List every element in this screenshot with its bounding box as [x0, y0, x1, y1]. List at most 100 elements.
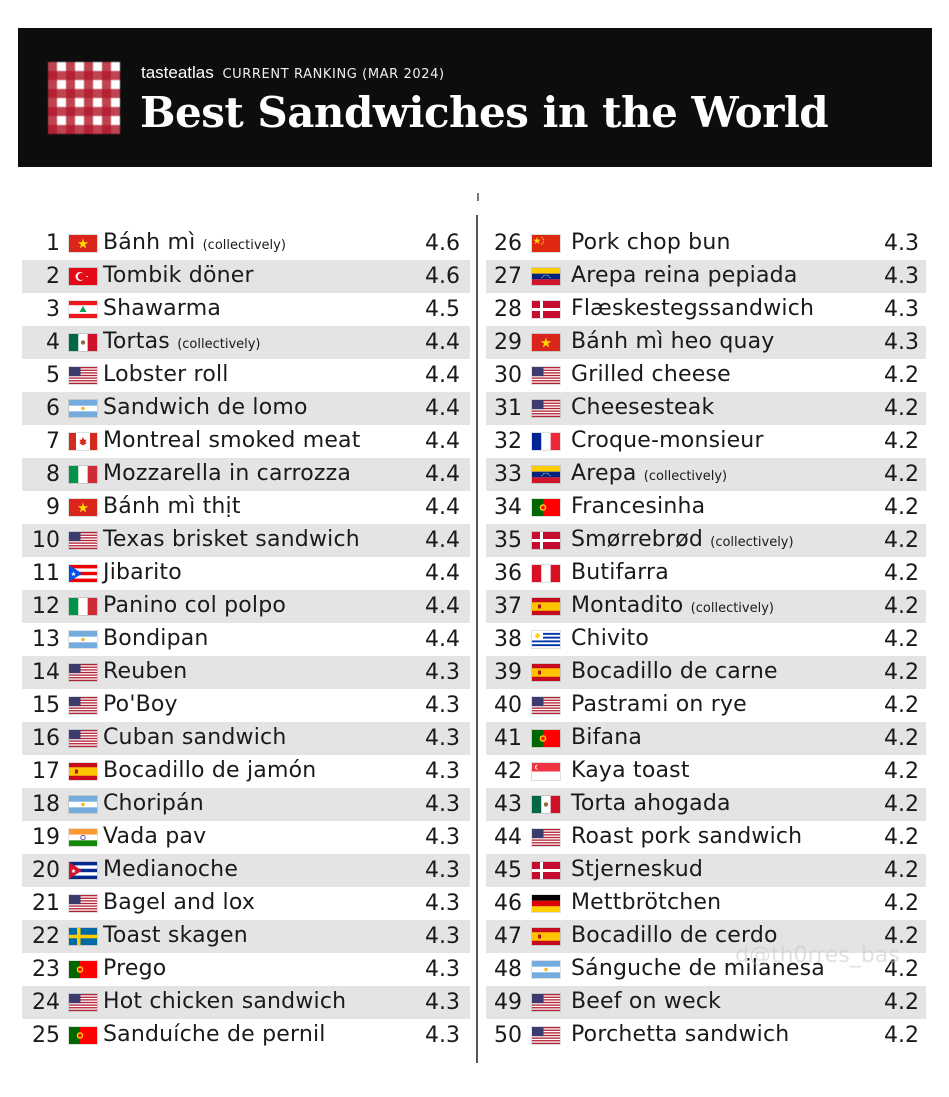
flag-us-icon [69, 895, 97, 912]
flag-se-icon [69, 928, 97, 945]
rating-score: 4.2 [884, 858, 919, 883]
ranking-row: 45 Stjerneskud 4.2 [486, 854, 926, 887]
sandwich-name: Roast pork sandwich [571, 824, 802, 849]
sandwich-name: Bondipan [103, 626, 209, 651]
ranking-row: 19 Vada pav 4.3 [22, 821, 470, 854]
sandwich-name: Tortas (collectively) [103, 329, 261, 354]
sandwich-name-text: Arepa reina pepiada [571, 263, 798, 288]
rank-number: 25 [32, 1023, 60, 1048]
sandwich-name: Texas brisket sandwich [103, 527, 360, 552]
sandwich-name-text: Stjerneskud [571, 857, 704, 882]
sandwich-name-text: Croque-monsieur [571, 428, 764, 453]
ranking-row: 31 Cheesesteak 4.2 [486, 392, 926, 425]
flag-it-icon [69, 466, 97, 483]
ranking-row: 44 Roast pork sandwich 4.2 [486, 821, 926, 854]
rank-number: 26 [494, 231, 522, 256]
flag-pt-icon [532, 730, 560, 747]
brand-name: tasteatlas [141, 63, 214, 82]
rank-number: 47 [494, 924, 522, 949]
sandwich-name: Arepa (collectively) [571, 461, 727, 486]
flag-de-icon [532, 895, 560, 912]
rating-score: 4.3 [884, 330, 919, 355]
flag-us-icon [69, 697, 97, 714]
sandwich-name: Choripán [103, 791, 204, 816]
sandwich-name: Bocadillo de jamón [103, 758, 316, 783]
sandwich-name-text: Bagel and lox [103, 890, 256, 915]
sandwich-name-text: Jibarito [103, 560, 182, 585]
rank-number: 3 [46, 297, 60, 322]
ranking-row: 26 Pork chop bun 4.3 [486, 227, 926, 260]
flag-us-icon [69, 994, 97, 1011]
rank-number: 11 [32, 561, 60, 586]
ranking-row: 23 Prego 4.3 [22, 953, 470, 986]
flag-es-icon [69, 763, 97, 780]
ranking-row: 34 Francesinha 4.2 [486, 491, 926, 524]
sandwich-name: Bánh mì heo quay [571, 329, 775, 354]
flag-it-icon [69, 598, 97, 615]
flag-fr-icon [532, 433, 560, 450]
sandwich-name: Prego [103, 956, 166, 981]
rank-number: 38 [494, 627, 522, 652]
rating-score: 4.2 [884, 363, 919, 388]
rating-score: 4.2 [884, 693, 919, 718]
rating-score: 4.2 [884, 924, 919, 949]
flag-mx-icon [69, 334, 97, 351]
rating-score: 4.3 [425, 957, 460, 982]
rank-number: 39 [494, 660, 522, 685]
sandwich-name: Porchetta sandwich [571, 1022, 789, 1047]
rank-number: 23 [32, 957, 60, 982]
sandwich-name: Stjerneskud [571, 857, 703, 882]
flag-pe-icon [532, 565, 560, 582]
rating-score: 4.2 [884, 792, 919, 817]
ranking-row: 13 Bondipan 4.4 [22, 623, 470, 656]
sandwich-name-text: Choripán [103, 791, 204, 816]
rating-score: 4.3 [425, 858, 460, 883]
rating-score: 4.3 [425, 759, 460, 784]
sandwich-name-text: Texas brisket sandwich [103, 527, 360, 552]
ranking-row: 35 Smørrebrød (collectively) 4.2 [486, 524, 926, 557]
rank-number: 15 [32, 693, 60, 718]
rating-score: 4.2 [884, 1023, 919, 1048]
flag-cu-icon [69, 862, 97, 879]
rank-number: 31 [494, 396, 522, 421]
flag-us-icon [532, 994, 560, 1011]
rating-score: 4.2 [884, 891, 919, 916]
sandwich-name: Medianoche [103, 857, 238, 882]
rank-number: 46 [494, 891, 522, 916]
flag-pt-icon [69, 1027, 97, 1044]
rank-number: 35 [494, 528, 522, 553]
rank-number: 40 [494, 693, 522, 718]
rank-number: 16 [32, 726, 60, 751]
flag-ar-icon [532, 961, 560, 978]
ranking-row: 20 Medianoche 4.3 [22, 854, 470, 887]
sandwich-name-text: Panino col polpo [103, 593, 287, 618]
flag-ar-icon [69, 631, 97, 648]
rating-score: 4.4 [425, 627, 460, 652]
ranking-row: 49 Beef on weck 4.2 [486, 986, 926, 1019]
ranking-row: 27 Arepa reina pepiada 4.3 [486, 260, 926, 293]
rating-score: 4.6 [425, 264, 460, 289]
sandwich-name-text: Lobster roll [103, 362, 229, 387]
sandwich-name-text: Po'Boy [103, 692, 178, 717]
sandwich-name: Bánh mì (collectively) [103, 230, 286, 255]
rank-number: 1 [46, 231, 60, 256]
flag-us-icon [532, 697, 560, 714]
sandwich-name-text: Montadito [571, 593, 684, 618]
sandwich-name-text: Reuben [103, 659, 188, 684]
sandwich-name: Sandwich de lomo [103, 395, 308, 420]
sandwich-name-text: Torta ahogada [571, 791, 731, 816]
rank-number: 20 [32, 858, 60, 883]
flag-us-icon [69, 664, 97, 681]
flag-pt-icon [532, 499, 560, 516]
ranking-row: 7 Montreal smoked meat 4.4 [22, 425, 470, 458]
ranking-row: 30 Grilled cheese 4.2 [486, 359, 926, 392]
rating-score: 4.4 [425, 528, 460, 553]
sandwich-name: Vada pav [103, 824, 206, 849]
rank-number: 32 [494, 429, 522, 454]
flag-pt-icon [69, 961, 97, 978]
sandwich-name: Pork chop bun [571, 230, 731, 255]
rating-score: 4.4 [425, 363, 460, 388]
sandwich-name: Mettbrötchen [571, 890, 721, 915]
flag-vn-icon [69, 499, 97, 516]
flag-dk-icon [532, 301, 560, 318]
